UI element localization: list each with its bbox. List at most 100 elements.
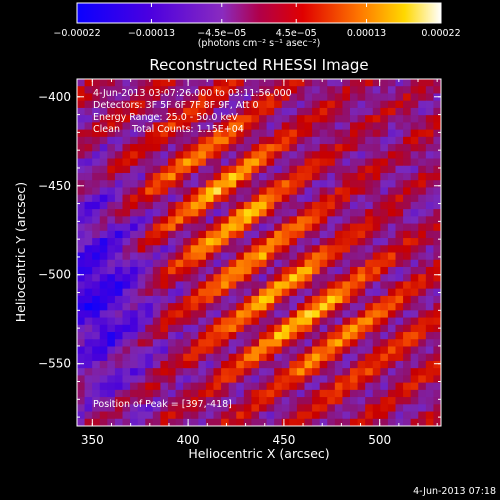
heatmap-cell (183, 346, 192, 355)
heatmap-cell (312, 382, 321, 391)
heatmap-cell (77, 310, 86, 319)
heatmap-cell (228, 295, 237, 304)
heatmap-cell (213, 187, 222, 196)
heatmap-cell (395, 238, 404, 246)
heatmap-cell (266, 317, 275, 326)
heatmap-cell (425, 295, 435, 304)
heatmap-cell (221, 201, 230, 210)
heatmap-cell (190, 281, 199, 290)
heatmap-cell (114, 238, 124, 246)
heatmap-cell (334, 79, 344, 87)
heatmap-cell (372, 129, 381, 138)
heatmap-cell (205, 201, 215, 210)
heatmap-cell (84, 360, 93, 369)
heatmap-cell (403, 245, 412, 254)
heatmap-cell (274, 368, 283, 376)
heatmap-cell (433, 418, 441, 426)
heatmap-cell (289, 151, 298, 160)
heatmap-cell (304, 353, 313, 362)
heatmap-cell (281, 151, 290, 160)
heatmap-cell (243, 266, 253, 275)
heatmap-cell (198, 172, 207, 181)
info-line-time: 4-Jun-2013 03:07:26.000 to 03:11:56.000 (93, 88, 292, 99)
heatmap-cell (137, 382, 146, 391)
heatmap-cell (77, 129, 86, 138)
heatmap-cell (266, 115, 275, 123)
heatmap-cell (198, 93, 207, 102)
heatmap-cell (410, 288, 419, 297)
heatmap-cell (168, 274, 177, 283)
heatmap-cell (259, 107, 268, 116)
heatmap-cell (342, 79, 351, 87)
heatmap-cell (281, 274, 290, 283)
heatmap-cell (350, 144, 359, 152)
heatmap-cell (236, 201, 245, 210)
heatmap-cell (122, 165, 131, 174)
heatmap-cell (372, 201, 381, 210)
heatmap-cell (312, 209, 321, 217)
heatmap-cell (84, 216, 93, 225)
heatmap-cell (137, 144, 146, 152)
heatmap-cell (296, 151, 306, 160)
heatmap-cell (403, 317, 412, 326)
heatmap-cell (380, 353, 389, 362)
heatmap-cell (183, 274, 192, 283)
heatmap-cell (342, 230, 351, 239)
heatmap-cell (410, 397, 419, 405)
heatmap-cell (304, 100, 313, 109)
heatmap-cell (334, 324, 344, 333)
heatmap-cell (296, 382, 306, 391)
heatmap-cell (160, 317, 169, 326)
heatmap-cell (357, 353, 366, 362)
heatmap-cell (365, 129, 374, 138)
heatmap-cell (380, 310, 389, 319)
heatmap-cell (190, 165, 199, 174)
heatmap-cell (365, 397, 374, 405)
heatmap-cell (213, 360, 222, 369)
heatmap-cell (319, 107, 328, 116)
heatmap-cell (107, 187, 116, 196)
heatmap-cell (380, 332, 389, 340)
heatmap-cell (213, 136, 222, 145)
heatmap-cell (289, 353, 298, 362)
heatmap-cell (357, 129, 366, 138)
heatmap-cell (213, 115, 222, 123)
heatmap-cell (213, 281, 222, 290)
heatmap-cell (152, 100, 162, 109)
heatmap-cell (205, 389, 215, 398)
heatmap-cell (296, 259, 306, 268)
heatmap-cell (122, 404, 131, 413)
heatmap-cell (410, 274, 419, 283)
heatmap-cell (342, 158, 351, 167)
heatmap-cell (395, 375, 404, 384)
heatmap-cell (221, 230, 230, 239)
heatmap-cell (259, 332, 268, 340)
heatmap-cell (92, 216, 101, 225)
heatmap-cell (152, 136, 162, 145)
heatmap-cell (99, 129, 108, 138)
heatmap-cell (99, 122, 108, 131)
heatmap-cell (357, 274, 366, 283)
heatmap-cell (114, 266, 124, 275)
heatmap-cell (236, 375, 245, 384)
heatmap-cell (403, 310, 412, 319)
heatmap-cell (99, 245, 108, 254)
heatmap-cell (274, 122, 283, 131)
heatmap-cell (380, 375, 389, 384)
heatmap-cell (198, 201, 207, 210)
heatmap-cell (312, 274, 321, 283)
heatmap-cell (395, 129, 404, 138)
heatmap-cell (122, 201, 131, 210)
heatmap-cell (145, 295, 154, 304)
heatmap-cell (183, 353, 192, 362)
heatmap-cell (425, 418, 435, 426)
heatmap-cell (168, 346, 177, 355)
heatmap-cell (304, 194, 313, 203)
heatmap-cell (304, 389, 313, 398)
heatmap-cell (99, 281, 108, 290)
heatmap-cell (418, 281, 427, 290)
heatmap-cell (168, 172, 177, 181)
heatmap-cell (357, 346, 366, 355)
heatmap-cell (312, 259, 321, 268)
heatmap-cell (168, 144, 177, 152)
